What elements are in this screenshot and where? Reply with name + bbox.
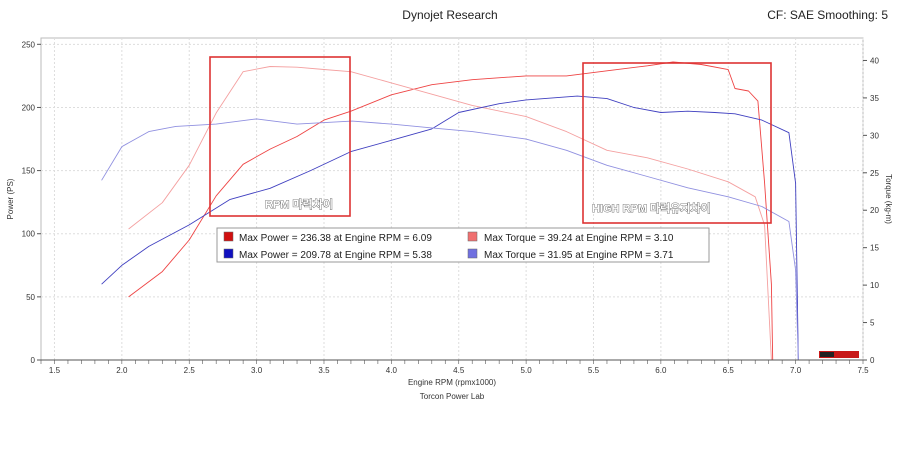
y-right-tick-label: 15 [870, 244, 879, 253]
y-axis-right-label: Torque (kg-m) [884, 174, 893, 224]
correction-factor-label: CF: SAE Smoothing: 5 [767, 8, 888, 22]
x-tick-label: 1.5 [49, 366, 61, 375]
legend-swatch [223, 248, 234, 259]
y-left-tick-label: 200 [22, 103, 36, 112]
series-line [101, 118, 799, 361]
legend: Max Power = 236.38 at Engine RPM = 6.09 … [216, 227, 710, 263]
legend-swatch [223, 231, 234, 242]
legend-swatch [467, 248, 478, 259]
y-left-tick-label: 100 [22, 230, 36, 239]
x-tick-label: 7.0 [790, 366, 802, 375]
x-tick-label: 5.0 [521, 366, 533, 375]
legend-entry: Max Torque = 39.24 at Engine RPM = 3.10 [484, 233, 674, 244]
x-tick-label: 5.5 [588, 366, 600, 375]
x-tick-label: 3.0 [251, 366, 263, 375]
y-right-tick-label: 30 [870, 131, 879, 140]
chart-title: Dynojet Research [402, 8, 498, 22]
series-line [101, 95, 799, 361]
x-tick-label: 2.0 [116, 366, 128, 375]
x-tick-label: 4.0 [386, 366, 398, 375]
series-line [128, 66, 772, 361]
annotation-box-high-rpm [582, 62, 772, 224]
series-line [128, 61, 774, 361]
y-right-tick-label: 35 [870, 94, 879, 103]
legend-swatch [467, 231, 478, 242]
plot-area [40, 37, 864, 361]
y-right-tick-label: 10 [870, 281, 879, 290]
x-tick-label: 3.5 [318, 366, 330, 375]
y-right-tick-label: 20 [870, 206, 879, 215]
y-right-tick-label: 40 [870, 56, 879, 65]
y-axis-left-label: Power (PS) [6, 178, 15, 219]
legend-entry: Max Power = 236.38 at Engine RPM = 6.09 [239, 233, 432, 244]
y-left-tick-label: 0 [31, 356, 36, 365]
y-left-tick-label: 250 [22, 40, 36, 49]
y-left-tick-label: 150 [22, 167, 36, 176]
y-right-tick-label: 0 [870, 356, 875, 365]
annotation-high-rpm: HIGH RPM 마력유지차이 [592, 201, 711, 215]
axes: 1.5 2.0 2.5 3.0 3.5 4.0 4.5 5.0 5.5 6.0 6.5 7.0 7.50… [22, 40, 880, 375]
x-tick-label: 2.5 [184, 366, 196, 375]
x-axis-sublabel: Torcon Power Lab [420, 392, 485, 401]
y-right-tick-label: 5 [870, 319, 875, 328]
legend-entry: Max Torque = 31.95 at Engine RPM = 3.71 [484, 250, 674, 261]
annotation-low-rpm: RPM 마력차이 [265, 197, 333, 211]
dynojet-logo [819, 351, 859, 358]
series-group [101, 61, 799, 361]
x-tick-label: 4.5 [453, 366, 465, 375]
legend-entry: Max Power = 209.78 at Engine RPM = 5.38 [239, 250, 432, 261]
x-tick-label: 6.0 [655, 366, 667, 375]
y-right-tick-label: 25 [870, 169, 879, 178]
x-tick-label: 6.5 [723, 366, 735, 375]
x-tick-label: 7.5 [857, 366, 869, 375]
x-axis-label: Engine RPM (rpmx1000) [408, 378, 496, 387]
y-left-tick-label: 50 [26, 293, 35, 302]
annotation-box-low-rpm [209, 56, 351, 217]
legend-box [216, 227, 710, 263]
